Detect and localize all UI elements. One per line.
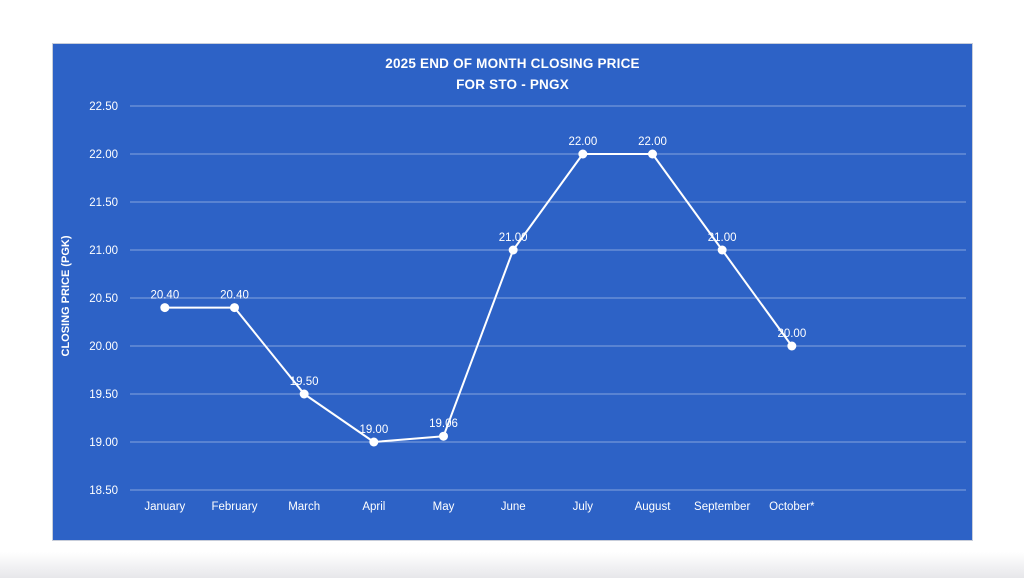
data-point-marker [717, 245, 727, 255]
data-point-label: 21.00 [499, 232, 528, 244]
y-axis-title: CLOSING PRICE (PGK) [60, 235, 72, 356]
data-point-marker [369, 437, 379, 447]
data-point-label: 21.00 [708, 232, 737, 244]
series-line [163, 153, 793, 443]
data-point-label: 19.50 [290, 376, 319, 388]
data-point-label: 20.40 [220, 290, 249, 302]
y-tick-label: 21.00 [89, 245, 118, 257]
chart-area: 2025 END OF MONTH CLOSING PRICE FOR STO … [52, 43, 973, 541]
data-point-marker [299, 389, 309, 399]
y-tick-label: 19.50 [89, 389, 118, 401]
x-tick-label: October* [769, 501, 815, 513]
x-tick-label: February [211, 501, 257, 513]
data-point-label: 19.06 [429, 418, 458, 430]
y-tick-label: 19.00 [89, 437, 118, 449]
bottom-shadow [0, 552, 1024, 578]
chart-title: 2025 END OF MONTH CLOSING PRICE FOR STO … [53, 53, 972, 95]
data-point-marker [160, 303, 170, 313]
x-tick-label: September [694, 501, 750, 513]
line-chart: CLOSING PRICE (PGK) 22.50 22.00 21.50 21.00… [60, 101, 966, 513]
chart-title-line2: FOR STO - PNGX [456, 77, 569, 92]
data-point-label: 22.00 [568, 136, 597, 148]
y-tick-label: 20.00 [89, 341, 118, 353]
data-point-marker [508, 245, 518, 255]
chart-title-line1: 2025 END OF MONTH CLOSING PRICE [385, 56, 640, 71]
data-point-label: 20.40 [150, 290, 179, 302]
x-tick-label: August [635, 501, 672, 513]
data-point-marker [230, 303, 239, 313]
data-point-marker [439, 431, 448, 441]
x-tick-label: April [362, 501, 385, 513]
data-point-marker [787, 341, 797, 351]
data-point-label: 20.00 [777, 328, 806, 340]
x-tick-label: July [573, 501, 594, 513]
data-point-label: 22.00 [638, 136, 667, 148]
data-point-label: 19.00 [359, 424, 388, 436]
y-tick-label: 21.50 [89, 197, 118, 209]
data-point-marker [648, 149, 657, 159]
x-tick-label: March [288, 501, 320, 513]
y-tick-label: 22.00 [89, 149, 118, 161]
y-tick-label: 22.50 [89, 101, 118, 113]
y-tick-label: 20.50 [89, 293, 118, 305]
y-tick-label: 18.50 [89, 485, 118, 497]
x-tick-label: May [433, 501, 455, 513]
data-point-marker [578, 149, 588, 159]
x-tick-label: January [144, 501, 185, 513]
x-tick-label: June [501, 501, 526, 513]
